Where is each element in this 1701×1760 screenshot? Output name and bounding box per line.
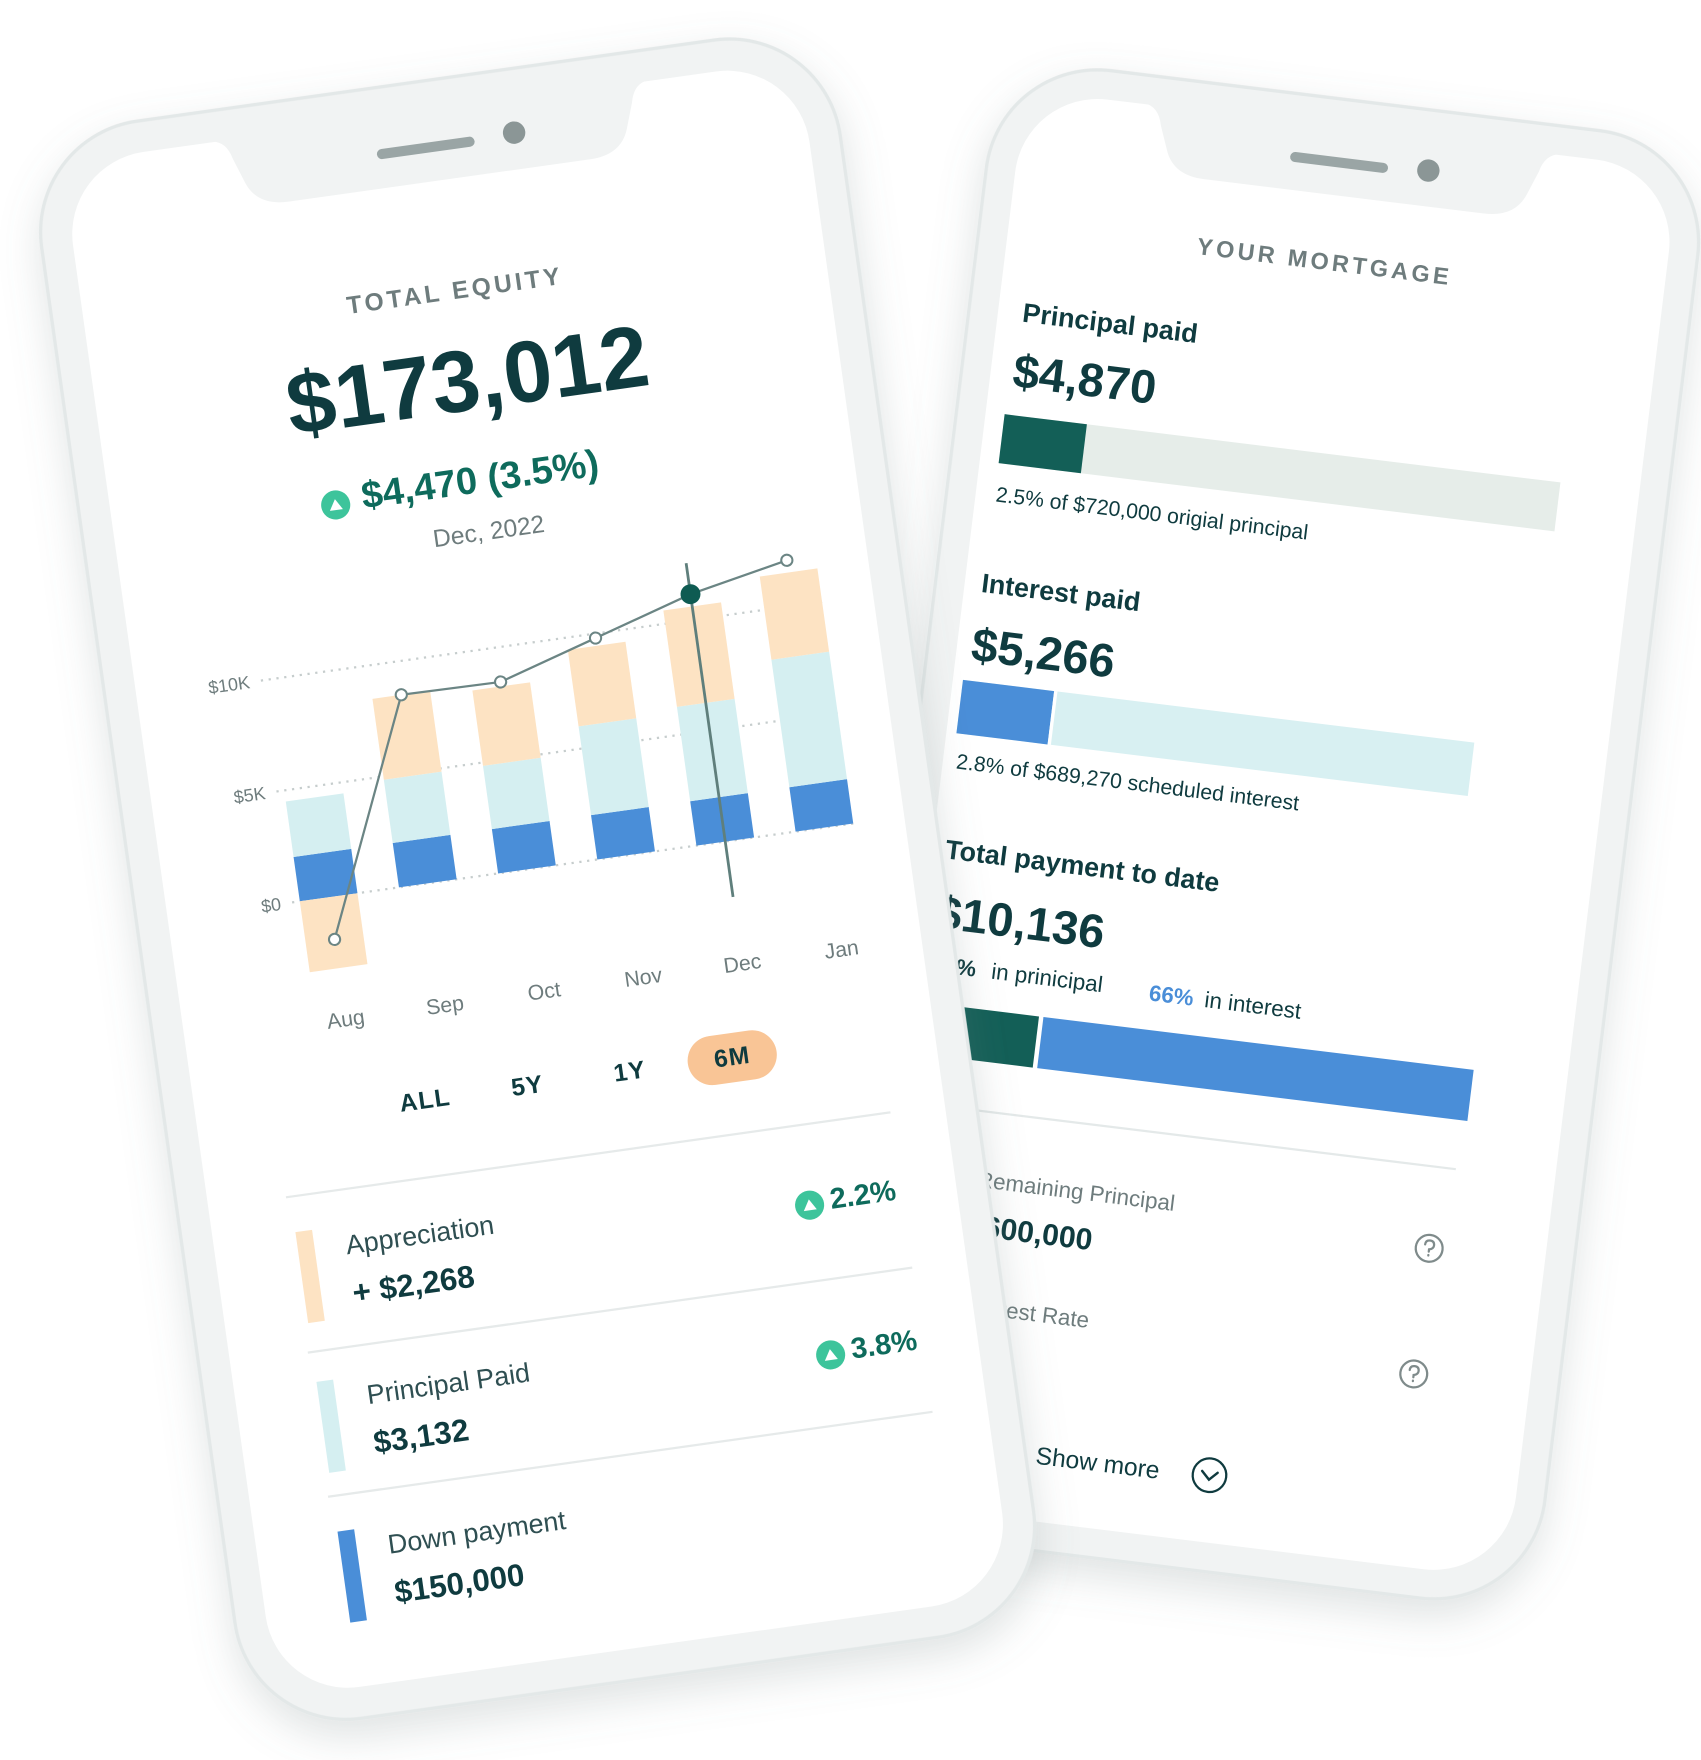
x-tick-label: Dec bbox=[722, 949, 763, 978]
divider bbox=[327, 1410, 933, 1498]
progress-fill bbox=[956, 679, 1055, 745]
grid-line bbox=[291, 821, 858, 904]
grid-line bbox=[276, 710, 843, 793]
grid-line bbox=[260, 599, 827, 682]
breakdown-color bbox=[316, 1379, 346, 1473]
line-point bbox=[394, 688, 408, 702]
total-line bbox=[333, 559, 788, 940]
bar-segment bbox=[491, 820, 556, 874]
bar-segment bbox=[578, 718, 649, 816]
x-tick-label: Nov bbox=[623, 963, 664, 992]
phone-notch bbox=[207, 79, 652, 203]
range-button[interactable]: 6M bbox=[712, 1042, 752, 1074]
split-bar-interest bbox=[1037, 1017, 1474, 1121]
range-pill-active[interactable] bbox=[684, 1027, 780, 1088]
divider bbox=[307, 1266, 913, 1354]
bar-segment bbox=[372, 690, 442, 780]
progress-track bbox=[956, 679, 1475, 797]
bar-segment bbox=[299, 893, 368, 973]
line-point bbox=[493, 675, 508, 689]
up-icon-arrow bbox=[329, 499, 343, 511]
help-icon[interactable] bbox=[1414, 1233, 1444, 1263]
breakdown-color bbox=[295, 1229, 325, 1324]
phone-speaker bbox=[1290, 151, 1389, 173]
bar-segment bbox=[383, 771, 451, 844]
bar-segment bbox=[771, 651, 848, 788]
phone-camera bbox=[1417, 159, 1440, 182]
y-tick-label: $5K bbox=[232, 783, 266, 807]
breakdown-color bbox=[337, 1529, 367, 1623]
show-more-chevron bbox=[1200, 1469, 1219, 1482]
bar-segment bbox=[759, 568, 830, 660]
bar-segment bbox=[591, 807, 655, 860]
equity-phone: TOTAL EQUITY$173,012$4,470 (3.5%)Dec, 20… bbox=[38, 37, 1037, 1722]
progress-fill bbox=[998, 414, 1087, 474]
x-tick-label: Jan bbox=[823, 935, 860, 964]
range-button[interactable]: 1Y bbox=[612, 1056, 648, 1087]
x-tick-label: Sep bbox=[425, 991, 466, 1020]
phone-notch bbox=[1141, 102, 1564, 215]
up-icon-arrow bbox=[803, 1199, 817, 1212]
bar-segment bbox=[285, 793, 352, 857]
bar-segment bbox=[567, 641, 637, 727]
divider bbox=[285, 1111, 891, 1199]
line-point bbox=[780, 553, 794, 567]
share-value: 66% bbox=[1148, 980, 1196, 1010]
help-icon-glyph bbox=[1408, 1364, 1420, 1383]
y-tick-label: $0 bbox=[260, 894, 283, 917]
line-point bbox=[588, 631, 603, 645]
x-tick-label: Oct bbox=[526, 977, 562, 1005]
phone-speaker bbox=[376, 136, 475, 160]
divider bbox=[910, 1101, 1456, 1171]
line-point bbox=[327, 932, 342, 947]
progress-track bbox=[998, 414, 1561, 532]
help-icon[interactable] bbox=[1399, 1359, 1429, 1389]
show-more-icon[interactable] bbox=[1191, 1456, 1228, 1494]
help-icon-glyph bbox=[1424, 1239, 1436, 1257]
selection-cursor bbox=[684, 562, 735, 898]
up-icon-arrow bbox=[824, 1349, 838, 1361]
bar-segment bbox=[482, 757, 550, 830]
x-tick-label: Aug bbox=[325, 1005, 366, 1034]
bar-segment bbox=[392, 834, 457, 888]
progress-gap bbox=[1047, 691, 1058, 745]
range-button[interactable]: 5Y bbox=[510, 1071, 546, 1102]
bar-segment bbox=[789, 779, 854, 832]
bar-segment bbox=[472, 682, 541, 766]
line-point bbox=[680, 584, 701, 605]
phone-screen bbox=[72, 70, 1003, 1688]
phone-camera bbox=[502, 121, 526, 144]
bar-segment bbox=[293, 848, 358, 902]
